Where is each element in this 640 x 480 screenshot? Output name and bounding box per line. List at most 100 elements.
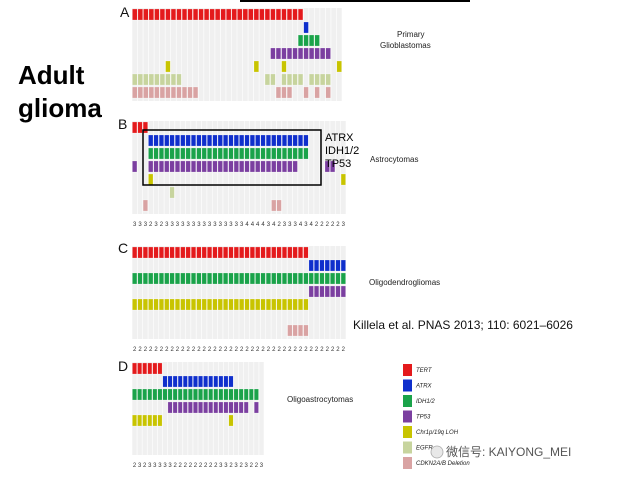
heatmap-cell-egfr xyxy=(320,73,326,86)
sample-count: 2 xyxy=(176,347,180,353)
sample-count: 2 xyxy=(203,347,207,353)
heatmap-cell-idh1-2 xyxy=(201,147,207,160)
heatmap-cell-tert xyxy=(165,8,171,21)
heatmap-cell-cdkn2a-b-deletion xyxy=(325,86,331,99)
heatmap-cell-idh1-2 xyxy=(255,147,261,160)
sample-count: 3 xyxy=(224,463,228,469)
heatmap-cell-egfr xyxy=(132,73,138,86)
heatmap-cell-chr1p-19q-loh xyxy=(147,414,153,427)
heatmap-cell-cdkn2a-b-deletion xyxy=(187,86,193,99)
heatmap-cell-tp53 xyxy=(244,160,250,173)
heatmap-cell-tert xyxy=(147,362,153,375)
heatmap-cell-tp53 xyxy=(183,401,188,414)
heatmap-cell-atrx xyxy=(188,375,193,388)
heatmap-cell-chr1p-19q-loh xyxy=(196,298,202,311)
heatmap-cell-tp53 xyxy=(292,160,298,173)
sample-count: 2 xyxy=(133,347,137,353)
heatmap-cell-idh1-2 xyxy=(217,272,223,285)
heatmap-cell-egfr xyxy=(148,73,154,86)
sample-count: 2 xyxy=(149,222,153,228)
heatmap-a xyxy=(131,8,343,101)
watermark-text: 微信号: KAIYONG_MEI xyxy=(446,445,571,459)
heatmap-cell-tp53 xyxy=(177,401,183,414)
heatmap-cell-idh1-2 xyxy=(292,272,298,285)
heatmap-cell-idh1-2 xyxy=(142,388,147,401)
heatmap-cell-tert xyxy=(158,246,164,259)
sample-count: 3 xyxy=(288,222,292,228)
heatmap-cell-atrx xyxy=(183,375,188,388)
heatmap-cell-tert xyxy=(142,362,147,375)
sample-count: 2 xyxy=(240,347,244,353)
sample-count: 3 xyxy=(294,222,298,228)
heatmap-cell-atrx xyxy=(172,375,178,388)
heatmap-cell-chr1p-19q-loh xyxy=(233,298,239,311)
sample-count: 3 xyxy=(245,463,249,469)
heatmap-cell-tert xyxy=(142,121,148,134)
heatmap-cell-idh1-2 xyxy=(260,147,266,160)
panel-b-title: Astrocytomas xyxy=(370,155,418,164)
heatmap-cell-tert xyxy=(170,8,176,21)
heatmap-cell-atrx xyxy=(303,134,309,147)
heatmap-cell-tp53 xyxy=(208,401,213,414)
heatmap-cell-idh1-2 xyxy=(153,272,159,285)
heatmap-cell-idh1-2 xyxy=(164,147,170,160)
heatmap-cell-idh1-2 xyxy=(137,388,142,401)
heatmap-cell-atrx xyxy=(276,134,282,147)
heatmap-cell-tert xyxy=(228,246,234,259)
heatmap-cell-idh1-2 xyxy=(162,388,168,401)
heatmap-cell-tert xyxy=(270,8,276,21)
sample-count: 3 xyxy=(342,222,346,228)
heatmap-cell-tert xyxy=(181,8,188,21)
heatmap-cell-tp53 xyxy=(188,401,193,414)
heatmap-cell-cdkn2a-b-deletion xyxy=(303,324,309,337)
sample-count: 3 xyxy=(148,463,152,469)
panel-a-title: Primary Glioblastomas xyxy=(380,30,431,50)
sample-count: 2 xyxy=(315,222,319,228)
heatmap-cell-tp53 xyxy=(275,47,281,60)
heatmap-cell-chr1p-19q-loh xyxy=(292,298,298,311)
heatmap-cell-chr1p-19q-loh xyxy=(249,298,255,311)
heatmap-cell-atrx xyxy=(185,134,191,147)
sample-count: 2 xyxy=(199,463,203,469)
heatmap-cell-cdkn2a-b-deletion xyxy=(298,324,303,337)
heatmap-cell-tert xyxy=(191,246,196,259)
sample-count: 3 xyxy=(283,222,287,228)
sample-count: 3 xyxy=(208,222,212,228)
heatmap-cell-atrx xyxy=(314,259,319,272)
heatmap-cell-atrx xyxy=(249,134,255,147)
sample-count: 2 xyxy=(160,222,164,228)
heatmap-cell-tert xyxy=(187,8,193,21)
heatmap-cell-atrx xyxy=(223,134,229,147)
heatmap-cell-tp53 xyxy=(153,160,159,173)
panel-c-title: Oligodendrogliomas xyxy=(369,278,440,287)
heatmap-cell-tert xyxy=(255,246,261,259)
heatmap-cell-chr1p-19q-loh xyxy=(175,298,180,311)
heatmap-cell-tert xyxy=(259,8,265,21)
heatmap-cell-idh1-2 xyxy=(335,272,341,285)
sample-count: 4 xyxy=(256,222,260,228)
sample-count: 3 xyxy=(165,222,169,228)
heatmap-cell-cdkn2a-b-deletion xyxy=(314,86,320,99)
heatmap-cell-atrx xyxy=(212,134,218,147)
heading-line-2: glioma xyxy=(18,93,102,123)
heatmap-cell-atrx xyxy=(239,134,245,147)
heatmap-cell-tert xyxy=(137,246,143,259)
heatmap-cell-atrx xyxy=(340,259,346,272)
sample-count: 3 xyxy=(138,463,142,469)
heatmap-cell-atrx xyxy=(158,134,164,147)
heatmap-cell-tert xyxy=(148,246,154,259)
sample-count: 2 xyxy=(143,463,147,469)
heatmap-cell-chr1p-19q-loh xyxy=(255,298,261,311)
heatmap-cell-tp53 xyxy=(233,401,239,414)
highlight-gene-idh: IDH1/2 xyxy=(325,145,359,157)
sample-count: 3 xyxy=(224,222,228,228)
heatmap-cell-atrx xyxy=(153,134,159,147)
heatmap-cell-tert xyxy=(282,246,287,259)
heatmap-cell-atrx xyxy=(175,134,180,147)
watermark: 微信号: KAIYONG_MEI xyxy=(430,445,571,459)
heatmap-cell-chr1p-19q-loh xyxy=(201,298,207,311)
heatmap-cell-tert xyxy=(281,8,287,21)
heatmap-cell-tert xyxy=(185,246,191,259)
heatmap-cell-idh1-2 xyxy=(228,388,234,401)
